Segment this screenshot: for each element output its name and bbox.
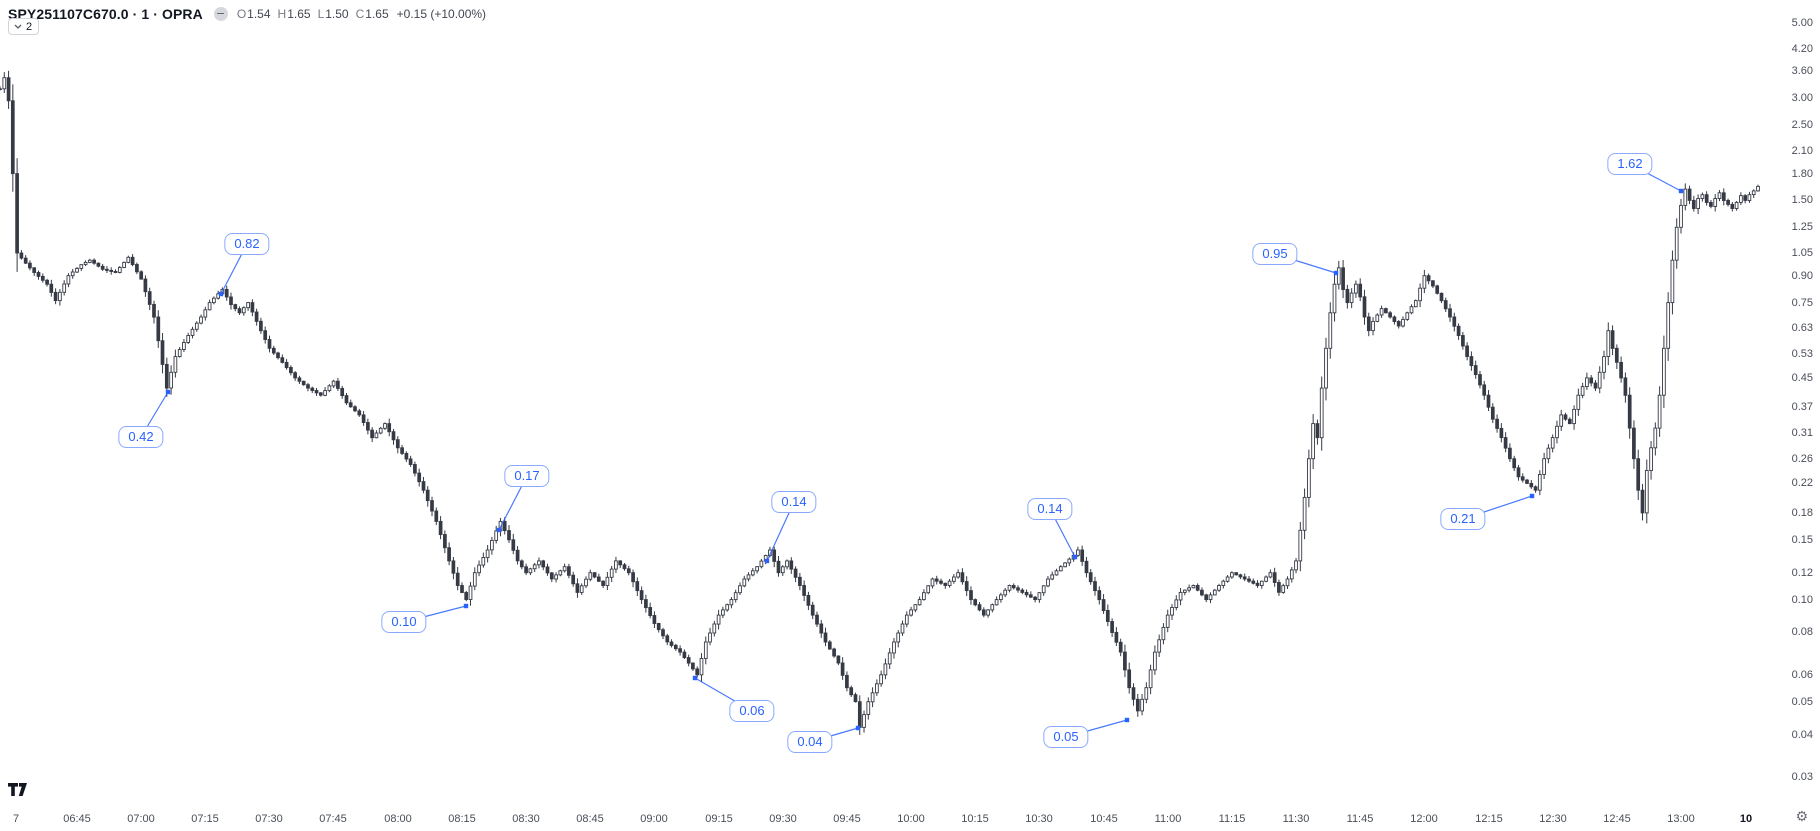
time-axis-label: 10:45 [1090,813,1118,825]
price-axis-label: 3.00 [1791,92,1813,104]
price-axis-label: 0.18 [1791,507,1813,519]
price-axis-label: 0.06 [1791,669,1813,681]
ohlc-letter: O [236,6,247,21]
tradingview-logo[interactable] [8,783,27,801]
ohlc-value: 1.65 [365,6,389,21]
price-axis-label: 3.60 [1791,65,1813,77]
price-label-callout[interactable]: 0.82 [224,233,270,255]
ohlc-pair: L 1.50 [318,7,349,21]
price-axis-label: 1.05 [1791,247,1813,259]
time-axis-label: 13:00 [1667,813,1695,825]
price-axis-label: 2.10 [1791,145,1813,157]
time-axis-label: 12:15 [1475,813,1503,825]
price-axis-label: 0.75 [1791,297,1813,309]
price-axis-label: 0.90 [1791,270,1813,282]
price-axis-label: 0.15 [1791,534,1813,546]
price-label-callout[interactable]: 0.17 [504,465,550,487]
price-axis[interactable]: 5.00 4.20 3.60 3.00 2.50 2.10 1.80 1.50 1.25 1.05… [1758,0,1820,831]
price-axis-label: 0.31 [1791,427,1813,439]
time-axis-label: 12:00 [1410,813,1438,825]
price-axis-label: 0.22 [1791,477,1813,489]
chart-legend: SPY251107C670.0 · 1 · OPRA O 1.54 H 1.65 L 1.… [8,5,486,35]
time-axis-label: 07:15 [191,813,219,825]
time-axis-label: 08:45 [576,813,604,825]
time-axis-label: 09:00 [640,813,668,825]
price-label-callout[interactable]: 0.95 [1252,243,1298,265]
price-axis-label: 0.10 [1791,594,1813,606]
ohlc-value: 1.50 [325,6,349,21]
ohlc-value: 1.65 [287,6,311,21]
price-axis-label: 0.37 [1791,401,1813,413]
price-axis-label: 0.12 [1791,567,1813,579]
symbol-title[interactable]: SPY251107C670.0 · 1 · OPRA [8,5,203,22]
price-axis-label: 1.50 [1791,194,1813,206]
price-label-callout[interactable]: 0.21 [1440,508,1486,530]
time-axis-label: 11:30 [1282,813,1310,825]
time-axis-label: 07:30 [255,813,283,825]
ohlc-letter: L [317,6,325,21]
time-axis-label: 10:30 [1025,813,1053,825]
chevron-down-icon [14,24,22,29]
ohlc-values: O 1.54 H 1.65 L 1.50 C 1.65 +0.15 (+10.00%) [237,7,486,21]
time-axis-label: 09:15 [705,813,733,825]
price-label-callout[interactable]: 0.14 [1027,498,1073,520]
price-axis-label: 5.00 [1791,17,1813,29]
time-axis-label: 7 [12,813,20,825]
time-axis-label: 12:30 [1539,813,1567,825]
indicator-count-toggle[interactable]: 2 [8,18,40,35]
time-axis-label: 10:00 [897,813,925,825]
time-axis-label: 09:30 [769,813,797,825]
time-axis-label: 11:00 [1154,813,1182,825]
price-label-callout[interactable]: 0.42 [118,426,164,448]
time-axis-label: 07:45 [319,813,347,825]
price-label-callout[interactable]: 0.05 [1043,726,1089,748]
price-axis-label: 0.05 [1791,696,1813,708]
time-axis-label: 08:30 [512,813,540,825]
settings-gear-icon[interactable]: ⚙ [1795,809,1808,825]
price-label-callout[interactable]: 0.04 [787,731,833,753]
time-axis-label: 11:45 [1346,813,1374,825]
price-axis-label: 0.04 [1791,729,1813,741]
time-axis-label: 08:00 [384,813,412,825]
price-axis-label: 0.08 [1791,626,1813,638]
ohlc-value: 1.54 [247,6,271,21]
price-axis-label: 2.50 [1791,119,1813,131]
price-axis-label: 0.03 [1791,771,1813,783]
time-axis-label: 08:15 [448,813,476,825]
price-axis-label: 1.80 [1791,168,1813,180]
time-axis-label: 07:00 [127,813,155,825]
price-label-callout[interactable]: 0.06 [729,700,775,722]
price-axis-label: 1.25 [1791,221,1813,233]
ohlc-letter: C [355,6,365,21]
time-axis-label: 10 [1739,813,1753,825]
ohlc-letter: H [277,6,287,21]
time-axis-label: 11:15 [1218,813,1246,825]
price-label-callout[interactable]: 0.14 [771,491,817,513]
time-axis-label: 12:45 [1603,813,1631,825]
price-label-callout[interactable]: 0.10 [381,611,427,633]
price-axis-label: 0.53 [1791,348,1813,360]
change-value: +0.15 (+10.00%) [396,6,487,21]
price-axis-label: 0.45 [1791,372,1813,384]
indicator-count: 2 [26,20,33,33]
symbol-row: SPY251107C670.0 · 1 · OPRA O 1.54 H 1.65 L 1.… [8,5,486,22]
price-axis-label: 0.63 [1791,322,1813,334]
price-label-callout[interactable]: 1.62 [1607,153,1653,175]
time-axis-label: 06:45 [63,813,91,825]
time-axis[interactable]: 7 06:45 07:00 07:15 07:30 07:45 08:00 08:15 08:3… [0,807,1820,831]
price-axis-label: 0.26 [1791,453,1813,465]
market-status-icon[interactable] [213,6,228,21]
ohlc-pair: O 1.54 [237,7,271,21]
time-axis-label: 09:45 [833,813,861,825]
ohlc-pair: H 1.65 [278,7,311,21]
price-axis-label: 4.20 [1791,43,1813,55]
time-axis-label: 10:15 [961,813,989,825]
ohlc-pair: C 1.65 [356,7,389,21]
